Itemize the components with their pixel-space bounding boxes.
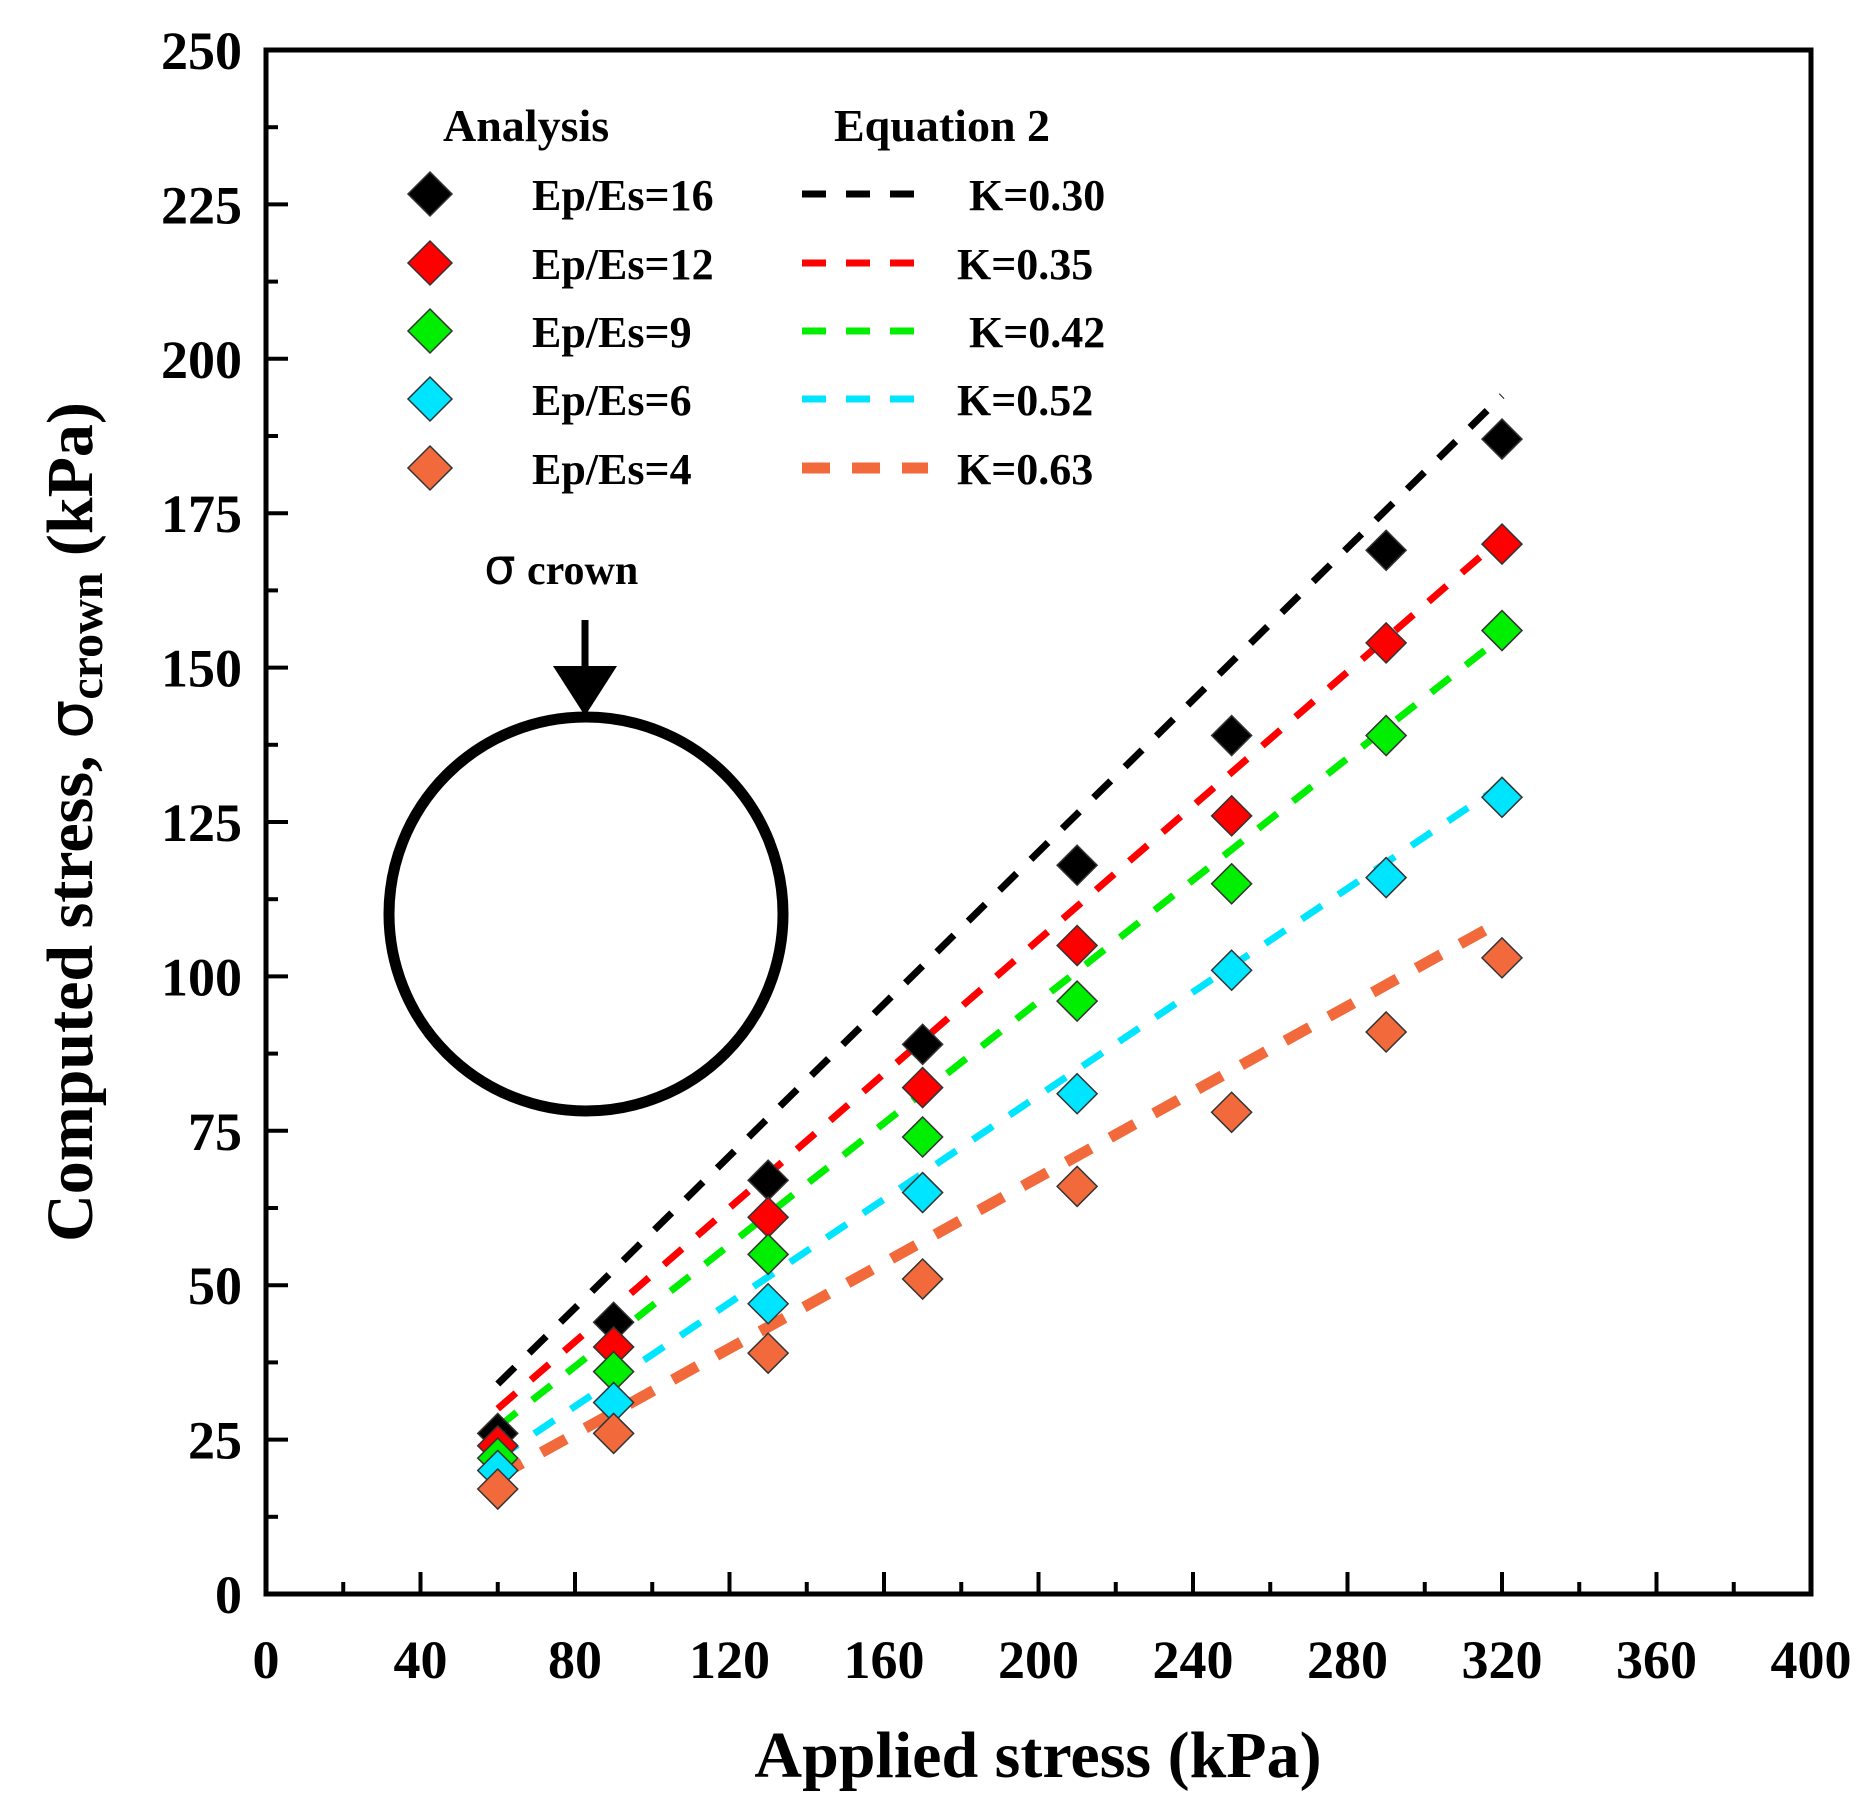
- data-point-series-1: [1210, 714, 1253, 757]
- data-point-series-1: [901, 1023, 944, 1066]
- data-point-series-2: [1480, 523, 1524, 566]
- x-tick-label: 360: [1616, 1630, 1697, 1690]
- x-tick-label: 240: [1153, 1630, 1234, 1690]
- x-axis-title: Applied stress (kPa): [754, 1719, 1321, 1792]
- legend-equation-label-5: K=0.63: [957, 445, 1093, 494]
- data-point-series-4: [1210, 949, 1253, 992]
- legend-marker-2: [406, 239, 454, 287]
- legend-equation-label-1: K=0.30: [969, 171, 1105, 220]
- x-tick-label: 0: [253, 1630, 280, 1690]
- y-tick-label: 175: [161, 484, 242, 544]
- legend-analysis-title: Analysis: [443, 100, 609, 151]
- equation-line-3: [495, 633, 1505, 1430]
- x-tick-label: 200: [998, 1630, 1079, 1690]
- x-tick-label: 80: [548, 1630, 602, 1690]
- y-axis-title: Computed stress, σcrown (kPa): [34, 402, 113, 1242]
- x-tick-label: 120: [689, 1630, 770, 1690]
- y-axis-title-prefix: Computed stress,: [34, 739, 107, 1242]
- legend-marker-1: [406, 170, 454, 218]
- equation-lines: [495, 393, 1505, 1482]
- legend-equation-label-4: K=0.52: [957, 376, 1093, 425]
- data-point-series-5: [901, 1257, 944, 1301]
- data-point-series-3: [1210, 862, 1253, 905]
- y-tick-label: 0: [215, 1565, 242, 1625]
- equation-line-2: [495, 535, 1505, 1412]
- y-tick-label: 75: [188, 1102, 242, 1162]
- data-point-series-3: [1365, 714, 1408, 757]
- y-tick-label: 25: [188, 1411, 242, 1471]
- data-point-series-3: [901, 1115, 944, 1159]
- y-tick-label: 250: [161, 21, 242, 81]
- data-point-series-1: [1056, 844, 1099, 887]
- legend-analysis-label-1: Ep/Es=16: [532, 171, 714, 220]
- data-point-series-2: [1210, 794, 1253, 837]
- legend-analysis-label-2: Ep/Es=12: [532, 240, 714, 289]
- data-point-series-5: [476, 1467, 519, 1511]
- data-point-series-4: [901, 1171, 944, 1214]
- x-tick-label: 320: [1462, 1630, 1543, 1690]
- inset-subscript: crown: [527, 548, 638, 594]
- legend-analysis-label-4: Ep/Es=6: [532, 376, 692, 425]
- legend-equation-label-3: K=0.42: [969, 308, 1105, 357]
- x-tick-label: 40: [394, 1630, 448, 1690]
- data-point-series-4: [747, 1282, 790, 1325]
- data-point-series-5: [592, 1412, 635, 1455]
- equation-line-5: [495, 916, 1505, 1482]
- axis-tick-labels: 0 40 80 120 160 200 240 280 320 360 400 0 25 50 75 100 1…: [161, 21, 1852, 1690]
- data-point-series-2: [1056, 924, 1099, 967]
- data-point-series-5: [1480, 936, 1524, 979]
- data-point-series-3: [747, 1233, 790, 1276]
- data-point-series-4: [1056, 1072, 1099, 1115]
- x-tick-label: 160: [844, 1630, 925, 1690]
- y-tick-label: 200: [161, 330, 242, 390]
- data-point-series-2: [1365, 621, 1408, 664]
- x-tick-label: 400: [1771, 1630, 1852, 1690]
- legend-rows: Ep/Es=16 K=0.30 Ep/Es=12 K=0.35 Ep/Es=9 K=0.4…: [406, 170, 1105, 494]
- legend-marker-5: [406, 444, 454, 492]
- y-tick-label: 125: [161, 793, 242, 853]
- data-point-series-5: [1056, 1165, 1099, 1208]
- legend-analysis-label-5: Ep/Es=4: [532, 445, 692, 494]
- inset-arrow-head: [553, 666, 617, 716]
- y-tick-label: 100: [161, 947, 242, 1007]
- legend-equation-label-2: K=0.35: [957, 240, 1093, 289]
- pipe-inset: σ crown: [383, 538, 789, 1117]
- y-axis-title-suffix: (kPa): [34, 402, 107, 572]
- data-point-series-4: [1365, 856, 1408, 899]
- y-tick-label: 150: [161, 639, 242, 699]
- data-point-series-3: [1480, 609, 1524, 652]
- x-tick-label: 280: [1307, 1630, 1388, 1690]
- y-axis-title-sigma: σ: [34, 700, 107, 739]
- equation-line-1: [495, 393, 1505, 1387]
- axis-ticks: [264, 48, 1813, 1596]
- legend-analysis-label-3: Ep/Es=9: [532, 308, 692, 357]
- data-point-series-3: [1056, 980, 1099, 1023]
- y-tick-label: 225: [161, 175, 242, 235]
- inset-sigma: σ: [484, 538, 516, 596]
- data-point-series-2: [901, 1066, 944, 1109]
- legend-marker-4: [406, 375, 454, 423]
- data-point-series-4: [1480, 776, 1524, 819]
- analysis-points: [476, 418, 1524, 1511]
- data-point-series-5: [1365, 1010, 1408, 1054]
- pipe-circle: [383, 711, 789, 1117]
- data-point-series-1: [1365, 529, 1408, 572]
- legend-equation-title: Equation 2: [834, 100, 1050, 151]
- data-point-series-5: [1210, 1091, 1253, 1134]
- y-axis-title-subscript: crown: [60, 573, 113, 700]
- legend-marker-3: [406, 307, 454, 355]
- data-point-series-1: [1480, 418, 1524, 461]
- data-point-series-5: [747, 1332, 790, 1375]
- y-tick-label: 50: [188, 1256, 242, 1316]
- legend: Analysis Equation 2 Ep/Es=16 K=0.30Ep/Es=…: [406, 100, 1105, 494]
